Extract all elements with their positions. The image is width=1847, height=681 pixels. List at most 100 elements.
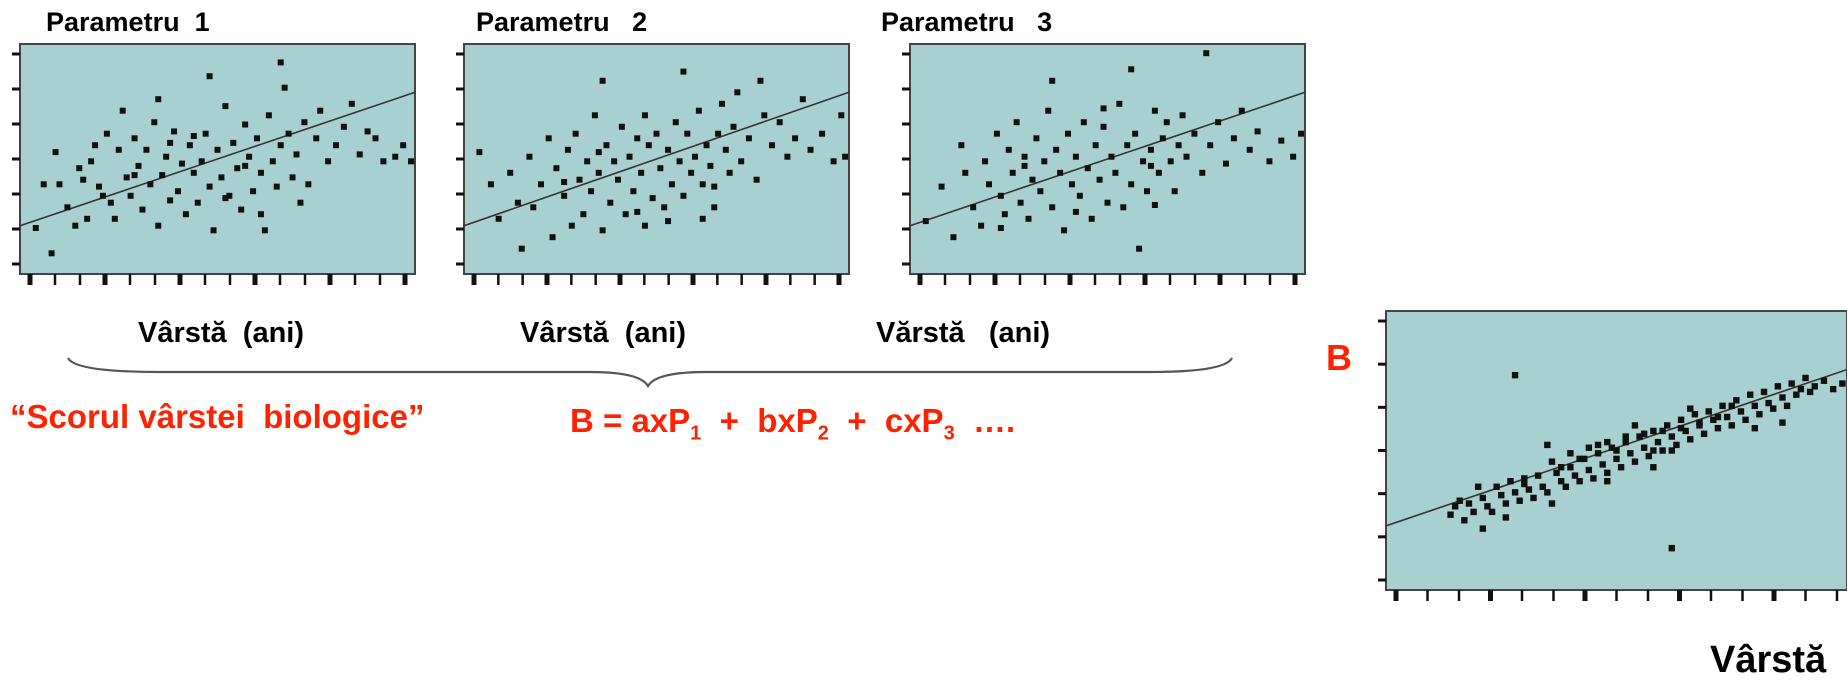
data-point bbox=[372, 135, 379, 142]
data-point bbox=[1576, 477, 1583, 485]
data-point bbox=[1005, 146, 1012, 153]
data-point bbox=[1128, 66, 1135, 73]
data-point bbox=[1061, 227, 1068, 234]
data-point bbox=[1539, 483, 1546, 490]
data-point bbox=[186, 142, 193, 149]
data-point bbox=[1599, 461, 1606, 468]
data-point bbox=[1049, 77, 1056, 84]
data-point bbox=[1654, 438, 1662, 446]
data-point bbox=[518, 245, 525, 252]
data-point bbox=[1511, 371, 1519, 379]
data-point bbox=[1072, 208, 1079, 215]
data-point bbox=[127, 192, 134, 199]
data-point bbox=[1298, 130, 1305, 137]
data-point bbox=[1475, 483, 1482, 490]
data-point bbox=[1155, 169, 1162, 176]
data-point bbox=[1167, 158, 1174, 165]
data-point bbox=[178, 160, 185, 167]
data-point bbox=[576, 176, 583, 183]
data-point bbox=[1677, 416, 1685, 424]
data-point bbox=[1668, 544, 1676, 552]
data-point bbox=[155, 222, 162, 229]
data-point bbox=[1080, 119, 1087, 126]
data-point bbox=[1076, 192, 1083, 199]
data-point bbox=[257, 169, 264, 176]
data-point bbox=[380, 158, 387, 165]
open-quote: “ bbox=[10, 398, 27, 435]
data-point bbox=[1571, 472, 1579, 479]
data-point bbox=[695, 107, 702, 114]
data-point bbox=[1072, 153, 1079, 160]
data-point bbox=[1779, 394, 1786, 401]
data-point bbox=[1179, 112, 1186, 119]
data-point bbox=[1696, 419, 1703, 426]
data-point bbox=[1203, 50, 1210, 57]
data-point bbox=[676, 158, 683, 165]
data-point bbox=[607, 199, 614, 206]
data-point bbox=[1144, 188, 1150, 195]
data-point bbox=[40, 181, 47, 188]
data-point bbox=[661, 204, 668, 211]
data-point bbox=[1710, 416, 1717, 424]
data-point bbox=[64, 204, 71, 211]
data-point bbox=[745, 135, 752, 142]
data-point bbox=[1266, 158, 1273, 165]
data-point bbox=[103, 130, 110, 137]
data-point bbox=[88, 158, 95, 165]
data-point bbox=[190, 169, 197, 176]
data-point bbox=[155, 96, 162, 103]
data-point bbox=[261, 227, 268, 234]
data-point bbox=[734, 89, 741, 96]
data-point bbox=[711, 183, 718, 190]
data-point bbox=[1502, 514, 1510, 521]
data-point bbox=[1806, 388, 1814, 396]
data-point bbox=[1756, 411, 1763, 418]
data-point bbox=[1021, 153, 1028, 160]
data-point bbox=[722, 146, 729, 153]
data-point bbox=[1199, 169, 1206, 176]
data-point bbox=[838, 112, 845, 119]
data-point bbox=[238, 206, 245, 213]
data-point bbox=[348, 100, 355, 107]
data-point bbox=[962, 169, 969, 176]
data-point bbox=[1788, 380, 1795, 387]
data-point bbox=[143, 146, 150, 153]
data-point bbox=[564, 146, 571, 153]
data-point bbox=[76, 165, 83, 172]
data-point bbox=[356, 151, 363, 158]
data-point bbox=[1521, 480, 1528, 488]
data-point bbox=[1530, 494, 1537, 502]
data-point bbox=[1613, 455, 1620, 463]
data-point bbox=[175, 188, 181, 195]
data-point bbox=[595, 149, 602, 156]
data-point bbox=[476, 149, 483, 156]
data-point bbox=[1567, 450, 1574, 457]
data-point bbox=[1147, 146, 1154, 153]
data-point bbox=[1802, 374, 1809, 382]
chart-combined-scatter bbox=[1378, 310, 1847, 601]
data-point bbox=[1493, 483, 1500, 490]
data-point bbox=[269, 158, 276, 165]
data-point bbox=[580, 211, 587, 218]
data-point bbox=[1278, 137, 1285, 144]
data-point bbox=[1728, 402, 1735, 410]
data-point bbox=[1254, 128, 1261, 135]
data-point bbox=[1677, 424, 1685, 432]
data-point bbox=[711, 204, 718, 211]
data-point bbox=[1290, 153, 1297, 160]
data-point bbox=[1567, 464, 1574, 471]
data-point bbox=[1447, 511, 1454, 518]
data-point bbox=[665, 146, 672, 153]
data-point bbox=[1502, 500, 1510, 507]
data-point bbox=[1151, 107, 1158, 114]
data-point bbox=[281, 84, 288, 91]
data-point bbox=[230, 139, 237, 146]
data-point bbox=[572, 130, 579, 137]
data-point bbox=[1700, 430, 1708, 437]
data-point bbox=[313, 135, 320, 142]
data-point bbox=[198, 158, 205, 165]
data-point bbox=[1100, 123, 1107, 130]
data-point bbox=[649, 195, 656, 202]
data-point bbox=[553, 165, 560, 172]
